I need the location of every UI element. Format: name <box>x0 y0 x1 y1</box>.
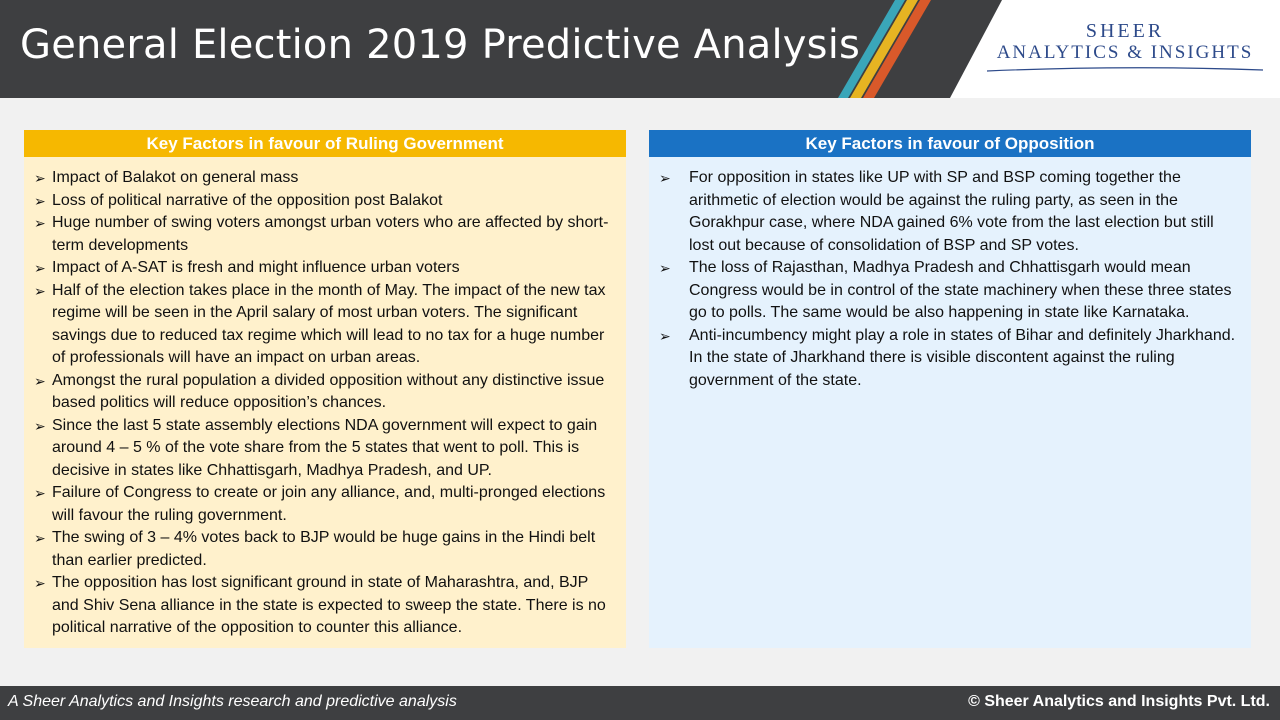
list-item-text: Failure of Congress to create or join an… <box>52 484 606 524</box>
arrow-bullet-icon: ➢ <box>34 282 46 299</box>
arrow-bullet-icon: ➢ <box>34 372 46 389</box>
list-item-text: Half of the election takes place in the … <box>52 281 606 367</box>
list-item: ➢ The opposition has lost significant gro… <box>34 572 618 640</box>
company-logo: SHEER ANALYTICS & INSIGHTS <box>985 20 1265 72</box>
stripe-orange <box>863 0 931 98</box>
page-title: General Election 2019 Predictive Analysi… <box>20 22 861 68</box>
list-item-text: Huge number of swing voters amongst urba… <box>52 214 609 254</box>
list-item: ➢ Impact of Balakot on general mass <box>34 167 618 190</box>
list-item: ➢ Anti-incumbency might play a role in st… <box>659 325 1243 393</box>
list-item: ➢ Loss of political narrative of the oppo… <box>34 190 618 213</box>
list-item: ➢ Huge number of swing voters amongst urb… <box>34 212 618 257</box>
list-item-text: The opposition has lost significant grou… <box>52 574 606 636</box>
ruling-government-list: ➢ Impact of Balakot on general mass ➢ Loss… <box>24 157 626 640</box>
stripe-teal <box>838 0 905 98</box>
arrow-bullet-icon: ➢ <box>34 485 46 501</box>
arrow-bullet-icon: ➢ <box>659 170 671 186</box>
arrow-bullet-icon: ➢ <box>659 327 671 344</box>
footer-bar: A Sheer Analytics and Insights research … <box>0 686 1280 720</box>
opposition-panel: Key Factors in favour of Opposition ➢ For… <box>649 130 1251 648</box>
arrow-bullet-icon: ➢ <box>659 260 671 276</box>
arrow-bullet-icon: ➢ <box>34 170 46 186</box>
footer-copyright: © Sheer Analytics and Insights Pvt. Ltd. <box>968 693 1270 710</box>
list-item: ➢ For opposition in states like UP with S… <box>659 167 1243 257</box>
footer-tagline: A Sheer Analytics and Insights research … <box>8 693 457 710</box>
list-item-text: Loss of political narrative of the oppos… <box>52 191 443 209</box>
stripe-gold <box>850 0 918 98</box>
list-item: ➢ Amongst the rural population a divided … <box>34 370 618 415</box>
arrow-bullet-icon: ➢ <box>34 575 46 591</box>
opposition-heading: Key Factors in favour of Opposition <box>649 130 1251 157</box>
list-item-text: The swing of 3 – 4% votes back to BJP wo… <box>52 529 596 569</box>
ruling-government-panel: Key Factors in favour of Ruling Governme… <box>24 130 626 648</box>
arrow-bullet-icon: ➢ <box>34 530 46 546</box>
list-item-text: Impact of A-SAT is fresh and might influ… <box>52 259 460 276</box>
logo-backdrop <box>950 0 1280 98</box>
opposition-list: ➢ For opposition in states like UP with S… <box>649 157 1251 392</box>
arrow-bullet-icon: ➢ <box>34 215 46 231</box>
list-item-text: For opposition in states like UP with SP… <box>689 169 1214 254</box>
list-item-text: Impact of Balakot on general mass <box>52 169 299 186</box>
list-item-text: The loss of Rajasthan, Madhya Pradesh an… <box>689 259 1232 321</box>
list-item-text: Anti-incumbency might play a role in sta… <box>689 326 1236 389</box>
content-area: Key Factors in favour of Ruling Governme… <box>0 98 1280 686</box>
list-item: ➢ Since the last 5 state assembly electio… <box>34 415 618 483</box>
logo-text-sheer: SHEER <box>1085 20 1165 42</box>
logo-underline <box>986 67 1264 72</box>
list-item: ➢ The loss of Rajasthan, Madhya Pradesh a… <box>659 257 1243 325</box>
decorative-stripes <box>838 0 1280 98</box>
list-item: ➢ The swing of 3 – 4% votes back to BJP w… <box>34 527 618 572</box>
arrow-bullet-icon: ➢ <box>34 417 46 434</box>
header-bar: General Election 2019 Predictive Analysi… <box>0 0 1280 98</box>
list-item-text: Amongst the rural population a divided o… <box>52 371 605 412</box>
list-item: ➢ Impact of A-SAT is fresh and might infl… <box>34 257 618 280</box>
arrow-bullet-icon: ➢ <box>34 260 46 276</box>
list-item: ➢ Half of the election takes place in the… <box>34 280 618 370</box>
arrow-bullet-icon: ➢ <box>34 192 46 209</box>
list-item: ➢ Failure of Congress to create or join a… <box>34 482 618 527</box>
ruling-government-heading: Key Factors in favour of Ruling Governme… <box>24 130 626 157</box>
list-item-text: Since the last 5 state assembly election… <box>52 416 598 479</box>
logo-text-analytics: ANALYTICS & INSIGHTS <box>996 42 1254 63</box>
